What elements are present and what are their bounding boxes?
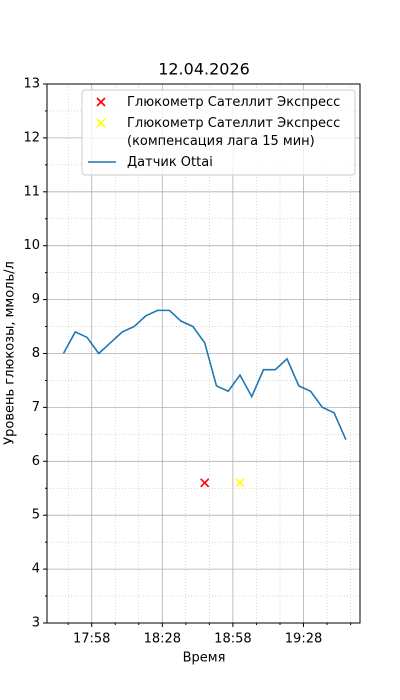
legend-swatch bbox=[96, 118, 106, 128]
line-series bbox=[62, 309, 347, 441]
legend-label: Глюкометр Сателлит Экспресс (компенсация … bbox=[127, 116, 340, 149]
legend-label: Глюкометр Сателлит Экспресс bbox=[127, 95, 340, 110]
y-tick-label: 4 bbox=[32, 562, 40, 577]
legend: Глюкометр Сателлит Экспресс Глюкометр Сат… bbox=[81, 89, 356, 176]
y-tick-label: 5 bbox=[32, 508, 40, 523]
x-axis-label: Время bbox=[183, 651, 226, 666]
scatter-point bbox=[200, 478, 210, 488]
y-tick-label: 12 bbox=[23, 130, 40, 145]
chart-title: 12.04.2026 bbox=[158, 60, 250, 79]
x-tick-label: 17:58 bbox=[73, 632, 110, 647]
legend-label: Датчик Ottai bbox=[127, 155, 213, 170]
y-tick-label: 6 bbox=[32, 454, 40, 469]
legend-swatch bbox=[96, 97, 106, 107]
y-tick-label: 10 bbox=[23, 238, 40, 253]
x-stroke bbox=[96, 118, 106, 128]
x-stroke bbox=[235, 478, 245, 488]
scatter-point bbox=[235, 478, 245, 488]
y-tick-label: 13 bbox=[23, 77, 40, 92]
y-tick-label: 8 bbox=[32, 346, 40, 361]
y-tick-label: 9 bbox=[32, 292, 40, 307]
y-tick-label: 11 bbox=[23, 184, 40, 199]
plot-frame bbox=[46, 83, 361, 624]
y-tick-label: 3 bbox=[32, 616, 40, 631]
x-stroke bbox=[96, 97, 106, 107]
y-axis-label: Уровень глюкозы, ммоль/л bbox=[3, 261, 18, 445]
legend-box bbox=[81, 89, 356, 176]
x-tick-label: 18:28 bbox=[144, 632, 181, 647]
y-tick-label: 7 bbox=[32, 400, 40, 415]
x-stroke bbox=[200, 478, 210, 488]
x-tick-label: 19:28 bbox=[285, 632, 322, 647]
x-tick-label: 18:58 bbox=[214, 632, 251, 647]
